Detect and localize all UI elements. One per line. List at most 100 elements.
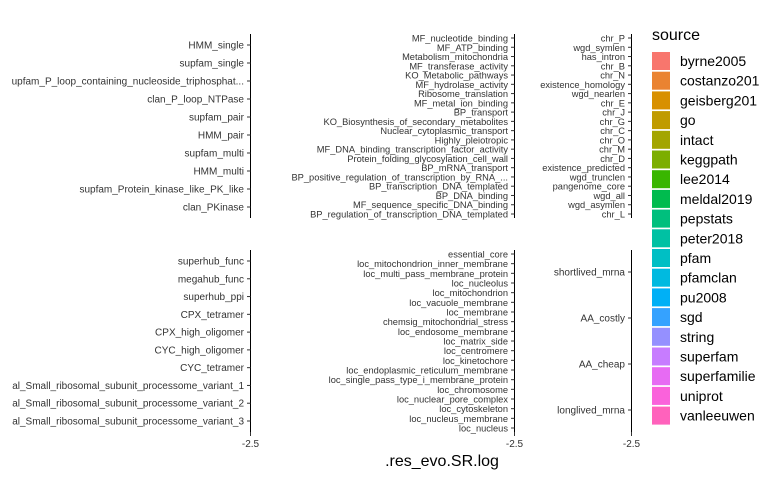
x-tick-label: -2.5 bbox=[623, 439, 641, 450]
legend-label: uniprot bbox=[680, 388, 723, 404]
facet-panels: HMM_single supfam_single upfam_P_loop_cont… bbox=[12, 34, 641, 451]
legend-item: geisberg201 bbox=[652, 91, 757, 110]
y-tick-label: Ribosome_translation bbox=[418, 89, 508, 99]
y-tick-label: superhub_func bbox=[178, 257, 244, 268]
y-tick-label: longlived_mrna bbox=[557, 406, 625, 417]
y-tick-label: BP_transport bbox=[454, 108, 509, 118]
legend-item: superfam bbox=[652, 347, 738, 366]
legend-item: peter2018 bbox=[652, 229, 743, 248]
y-tick-label: loc_chromosome bbox=[437, 385, 508, 395]
y-tick-label: chemsig_mitochondrial_stress bbox=[383, 317, 508, 327]
y-tick-label: KO_Biosynthesis_of_secondary_metabolites bbox=[324, 117, 509, 127]
legend-item: string bbox=[652, 327, 714, 346]
legend-swatch bbox=[652, 249, 670, 267]
y-tick-label: chr_O bbox=[600, 135, 625, 145]
y-tick-label: MF_DNA_binding_transcription_factor_acti… bbox=[317, 145, 509, 155]
y-tick-label: chr_B bbox=[601, 61, 625, 71]
y-tick-label: CYC_tetramer bbox=[180, 363, 245, 374]
legend-label: superfamilie bbox=[680, 368, 756, 384]
y-tick-label: upfam_P_loop_containing_nucleoside_triph… bbox=[12, 77, 244, 88]
y-tick-label: HMM_pair bbox=[198, 131, 245, 142]
y-tick-label: MF_ATP_binding bbox=[437, 43, 508, 53]
legend-label: pfam bbox=[680, 250, 711, 266]
y-tick-label: loc_kinetochore bbox=[443, 356, 508, 366]
legend-label: lee2014 bbox=[680, 171, 730, 187]
y-tick-label: Protein_folding_glycosylation_cell_wall bbox=[347, 154, 508, 164]
legend-label: byrne2005 bbox=[680, 53, 746, 69]
legend-swatch bbox=[652, 189, 670, 208]
y-tick-label: existence_homology bbox=[540, 80, 625, 90]
y-tick-label: existence_predicted bbox=[542, 163, 625, 173]
y-tick-label: al_Small_ribosomal_subunit_processome_va… bbox=[12, 399, 244, 410]
legend-label: pu2008 bbox=[680, 289, 727, 305]
y-tick-label: HMM_multi bbox=[193, 167, 244, 178]
y-tick-label: MF_transferase_activity bbox=[409, 61, 508, 71]
legend-swatch bbox=[652, 288, 670, 307]
legend-item: pfam bbox=[652, 249, 711, 267]
y-tick-label: BP_positive_regulation_of_transcription_… bbox=[291, 172, 508, 182]
y-tick-label: supfam_single bbox=[180, 59, 245, 70]
legend-label: geisberg201 bbox=[680, 92, 757, 108]
x-tick-label: -2.5 bbox=[506, 439, 524, 450]
y-tick-label: CPX_high_oligomer bbox=[155, 328, 245, 339]
legend-label: vanleeuwen bbox=[680, 408, 755, 424]
y-tick-label: MF_nucleotide_binding bbox=[412, 34, 508, 44]
y-tick-label: loc_endosome_membrane bbox=[398, 327, 508, 337]
legend-item: superfamilie bbox=[652, 367, 756, 386]
y-tick-label: CYC_high_oligomer bbox=[155, 345, 245, 356]
y-tick-label: loc_mitochondrion bbox=[433, 288, 508, 298]
legend-swatch bbox=[652, 406, 670, 425]
y-tick-label: loc_nuclear_pore_complex bbox=[397, 395, 508, 405]
y-tick-label: loc_endoplasmic_reticulum_membrane bbox=[346, 366, 508, 376]
legend-title: source bbox=[652, 27, 700, 44]
y-tick-label: loc_nucleolus bbox=[452, 279, 509, 289]
legend-label: string bbox=[680, 329, 714, 345]
y-tick-label: loc_nucleus bbox=[459, 424, 508, 434]
legend-label: sgd bbox=[680, 309, 703, 325]
legend-item: lee2014 bbox=[652, 170, 730, 189]
legend-item: keggpath bbox=[652, 150, 738, 169]
legend-label: pfamclan bbox=[680, 270, 737, 286]
legend-swatch bbox=[652, 209, 670, 228]
legend-swatch bbox=[652, 229, 670, 248]
y-tick-label: loc_single_pass_type_i_membrane_protein bbox=[329, 375, 508, 385]
legend-swatch bbox=[652, 347, 670, 366]
y-tick-label: Metabolism_mitochondria bbox=[402, 52, 509, 62]
y-tick-label: chr_D bbox=[600, 154, 625, 164]
legend-item: sgd bbox=[652, 308, 703, 327]
y-tick-label: al_Small_ribosomal_subunit_processome_va… bbox=[12, 381, 244, 392]
y-tick-label: CPX_tetramer bbox=[181, 310, 245, 321]
legend-swatch bbox=[652, 130, 670, 149]
y-tick-label: KO_Metabolic_pathways bbox=[405, 71, 508, 81]
y-tick-label: wgd_all bbox=[592, 191, 625, 201]
legend-swatch bbox=[652, 150, 670, 169]
y-tick-label: chr_C bbox=[600, 126, 625, 136]
y-tick-label: megahub_func bbox=[178, 274, 244, 285]
legend-label: intact bbox=[680, 132, 714, 148]
y-tick-label: MF_sequence_specific_DNA_binding bbox=[353, 200, 508, 210]
y-tick-label: chr_G bbox=[600, 117, 625, 127]
y-tick-label: loc_vacuole_membrane bbox=[409, 298, 508, 308]
y-tick-label: BP_transcription_DNA_templated bbox=[369, 182, 508, 192]
y-tick-label: al_Small_ribosomal_subunit_processome_va… bbox=[12, 417, 244, 428]
legend-label: peter2018 bbox=[680, 230, 743, 246]
y-tick-label: wgd_trunclen bbox=[569, 172, 625, 182]
facet-panel: shortlived_mrna AA_costly AA_cheap longlive… bbox=[554, 250, 641, 450]
y-tick-label: MF_hydrolase_activity bbox=[416, 80, 509, 90]
y-tick-label: clan_P_loop_NTPase bbox=[147, 95, 244, 106]
legend-label: costanzo201 bbox=[680, 73, 760, 89]
y-tick-label: superhub_ppi bbox=[183, 292, 244, 303]
y-tick-label: loc_centromere bbox=[444, 346, 508, 356]
y-tick-label: supfam_multi bbox=[185, 149, 244, 160]
legend-item: pu2008 bbox=[652, 288, 727, 307]
y-tick-label: Nuclear_cytoplasmic_transport bbox=[380, 126, 508, 136]
legend-item: go bbox=[652, 111, 696, 130]
legend-item: meldal2019 bbox=[652, 189, 753, 208]
y-tick-label: chr_L bbox=[602, 210, 625, 220]
y-tick-label: wgd_symlen bbox=[572, 43, 625, 53]
legend-item: uniprot bbox=[652, 386, 723, 405]
y-tick-label: supfam_pair bbox=[189, 113, 245, 124]
facet-panel: superhub_func megahub_func superhub_ppi CPX… bbox=[12, 250, 260, 450]
y-tick-label: chr_E bbox=[601, 98, 625, 108]
